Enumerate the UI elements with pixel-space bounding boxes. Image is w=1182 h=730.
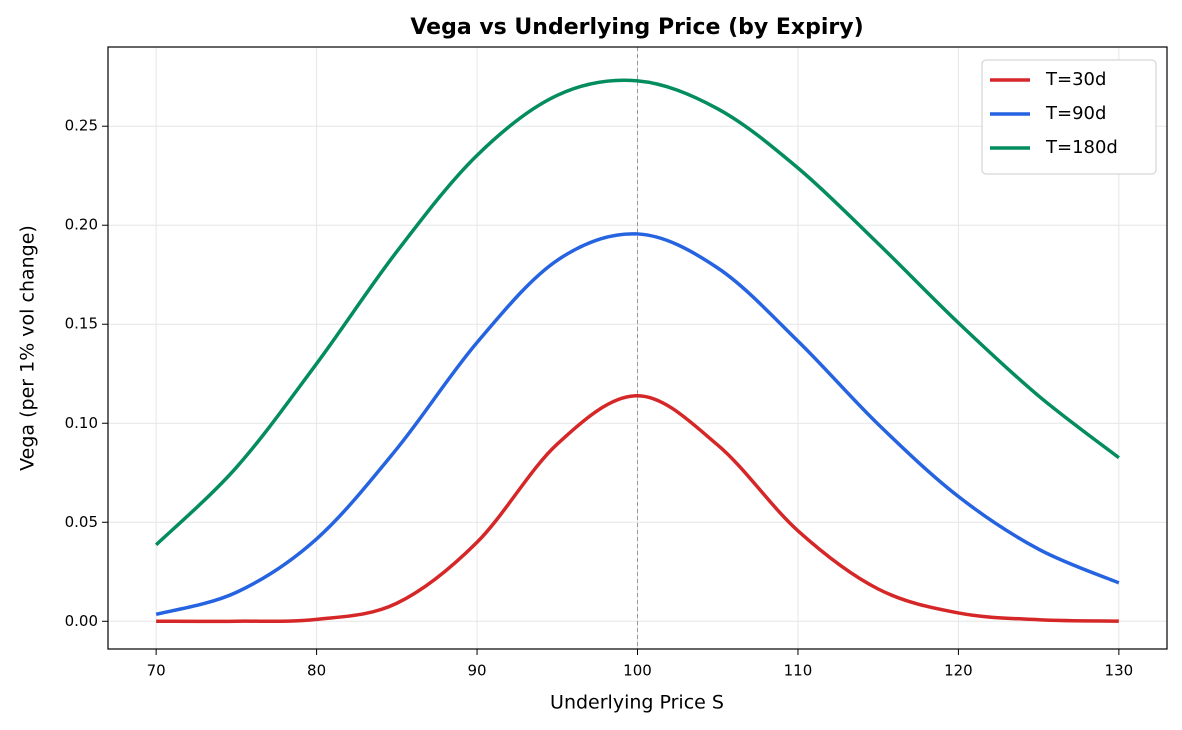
x-tick-label: 70 — [147, 662, 166, 680]
series-line — [155, 232, 1120, 617]
x-tick-label: 90 — [467, 662, 486, 680]
legend-label: T=180d — [1045, 137, 1118, 158]
y-tick-label: 0.25 — [65, 117, 98, 135]
series-line — [156, 393, 1119, 624]
y-tick-label: 0.10 — [65, 414, 98, 432]
y-tick-label: 0.05 — [65, 513, 98, 531]
legend: T=30d T=90d T=180d — [981, 59, 1157, 175]
y-axis-label: Vega (per 1% vol change) — [17, 225, 39, 471]
legend-label: T=30d — [1045, 69, 1106, 90]
x-tick-label: 80 — [307, 662, 326, 680]
x-tick-label: 100 — [623, 662, 652, 680]
plot-frame — [107, 46, 1168, 650]
y-tick-label: 0.20 — [65, 216, 98, 234]
legend-label: T=90d — [1045, 103, 1106, 124]
chart-title: Vega vs Underlying Price (by Expiry) — [410, 15, 863, 40]
series-line — [154, 78, 1120, 547]
x-tick-label: 110 — [784, 662, 813, 680]
y-tick-label: 0.00 — [65, 612, 98, 630]
x-tick-label: 130 — [1105, 662, 1134, 680]
legend-box — [981, 59, 1157, 175]
y-tick-label: 0.15 — [65, 315, 98, 333]
x-tick-label: 120 — [944, 662, 973, 680]
x-axis-label: Underlying Price S — [550, 692, 724, 714]
